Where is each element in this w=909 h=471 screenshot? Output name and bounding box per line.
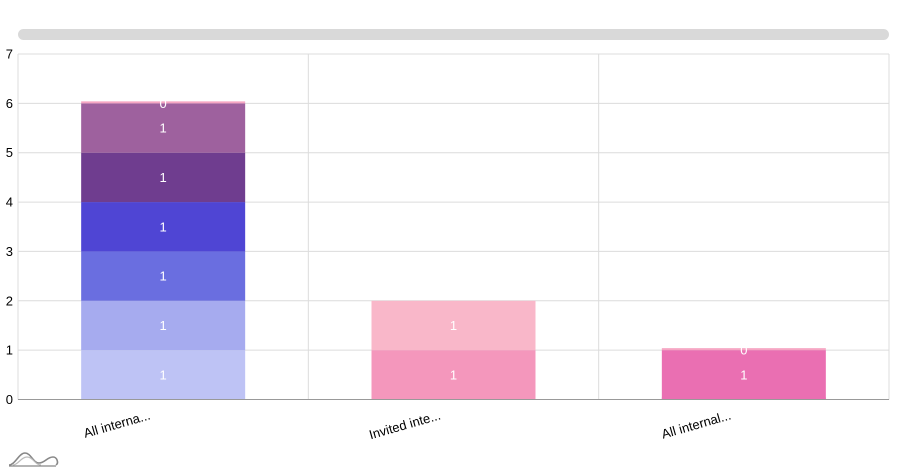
bar-segment[interactable]	[81, 202, 246, 252]
y-tick-label: 1	[6, 343, 13, 358]
chart-logo-icon[interactable]	[8, 452, 59, 467]
y-tick-label: 0	[6, 392, 13, 407]
scrollbar-track[interactable]	[18, 29, 889, 40]
bar-segment[interactable]	[371, 350, 536, 400]
y-tick-label: 6	[6, 96, 13, 111]
bar-segment[interactable]	[81, 350, 246, 400]
bar-segment[interactable]	[81, 101, 246, 104]
x-tick-label: All interna...	[82, 407, 152, 440]
data-label: 0	[740, 343, 747, 358]
bar-segment[interactable]	[81, 103, 246, 153]
data-label: 1	[160, 269, 167, 284]
bars: 1111110011010	[81, 96, 826, 407]
data-label: 1	[160, 170, 167, 185]
data-label: 1	[160, 121, 167, 136]
bar-segment[interactable]	[81, 152, 246, 203]
bar-segment[interactable]	[81, 300, 246, 351]
y-tick-label: 3	[6, 244, 13, 259]
data-label: 1	[160, 219, 167, 234]
x-tick-label: Invited inte...	[367, 407, 442, 442]
x-tick-label: All internal...	[660, 407, 733, 441]
data-label: 1	[450, 367, 457, 382]
bar-segment[interactable]	[661, 348, 826, 351]
data-label: 1	[160, 367, 167, 382]
y-tick-label: 7	[6, 47, 13, 62]
y-tick-label: 2	[6, 293, 13, 308]
y-tick-label: 4	[6, 195, 13, 210]
bar-segment[interactable]	[661, 350, 826, 400]
data-label: 1	[740, 367, 747, 382]
data-label: 0	[160, 96, 167, 111]
data-label: 1	[450, 318, 457, 333]
y-tick-label: 5	[6, 145, 13, 160]
data-label: 1	[160, 318, 167, 333]
bar-segment[interactable]	[371, 300, 536, 351]
bar-segment[interactable]	[81, 251, 246, 301]
